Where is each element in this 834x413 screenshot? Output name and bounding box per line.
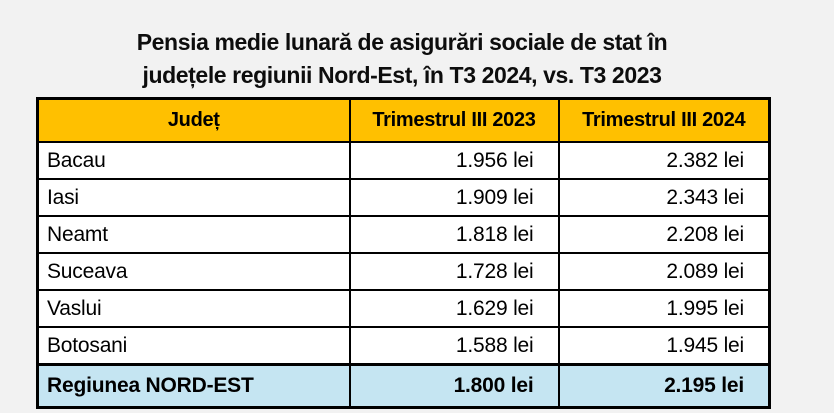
table-header-row: Județ Trimestrul III 2023 Trimestrul III… xyxy=(36,97,771,143)
t3-2023-cell: 1.909 lei xyxy=(348,178,560,217)
t3-2024-cell: 2.208 lei xyxy=(557,215,771,254)
page-title-line1: Pensia medie lunară de asigurări sociale… xyxy=(136,29,668,55)
total-label-cell: Regiunea NORD-EST xyxy=(36,363,351,409)
t3-2024-cell: 2.382 lei xyxy=(557,141,771,180)
t3-2024-cell: 1.995 lei xyxy=(557,289,771,328)
table-row: Botosani 1.588 lei 1.945 lei xyxy=(36,326,771,366)
judet-cell: Suceava xyxy=(36,252,351,291)
column-header-t3-2024: Trimestrul III 2024 xyxy=(557,97,771,143)
column-header-judet: Județ xyxy=(36,97,351,143)
table-row: Vaslui 1.629 lei 1.995 lei xyxy=(36,289,771,328)
judet-cell: Bacau xyxy=(36,141,351,180)
t3-2023-cell: 1.629 lei xyxy=(348,289,560,328)
total-t3-2024-cell: 2.195 lei xyxy=(557,363,771,409)
t3-2023-cell: 1.588 lei xyxy=(348,326,560,366)
table-row: Bacau 1.956 lei 2.382 lei xyxy=(36,141,771,180)
table-total-row: Regiunea NORD-EST 1.800 lei 2.195 lei xyxy=(36,363,771,409)
table-row: Neamt 1.818 lei 2.208 lei xyxy=(36,215,771,254)
t3-2024-cell: 2.343 lei xyxy=(557,178,771,217)
table-row: Suceava 1.728 lei 2.089 lei xyxy=(36,252,771,291)
column-header-t3-2023: Trimestrul III 2023 xyxy=(348,97,560,143)
judet-cell: Neamt xyxy=(36,215,351,254)
judet-cell: Botosani xyxy=(36,326,351,366)
page-title-line2: județele regiunii Nord-Est, în T3 2024, … xyxy=(142,62,662,88)
t3-2023-cell: 1.956 lei xyxy=(348,141,560,180)
t3-2024-cell: 1.945 lei xyxy=(557,326,771,366)
t3-2023-cell: 1.728 lei xyxy=(348,252,560,291)
t3-2023-cell: 1.818 lei xyxy=(348,215,560,254)
pension-table: Județ Trimestrul III 2023 Trimestrul III… xyxy=(36,97,771,409)
judet-cell: Vaslui xyxy=(36,289,351,328)
t3-2024-cell: 2.089 lei xyxy=(557,252,771,291)
total-t3-2023-cell: 1.800 lei xyxy=(348,363,560,409)
judet-cell: Iasi xyxy=(36,178,351,217)
page-title: Pensia medie lunară de asigurări sociale… xyxy=(36,26,768,92)
table-row: Iasi 1.909 lei 2.343 lei xyxy=(36,178,771,217)
